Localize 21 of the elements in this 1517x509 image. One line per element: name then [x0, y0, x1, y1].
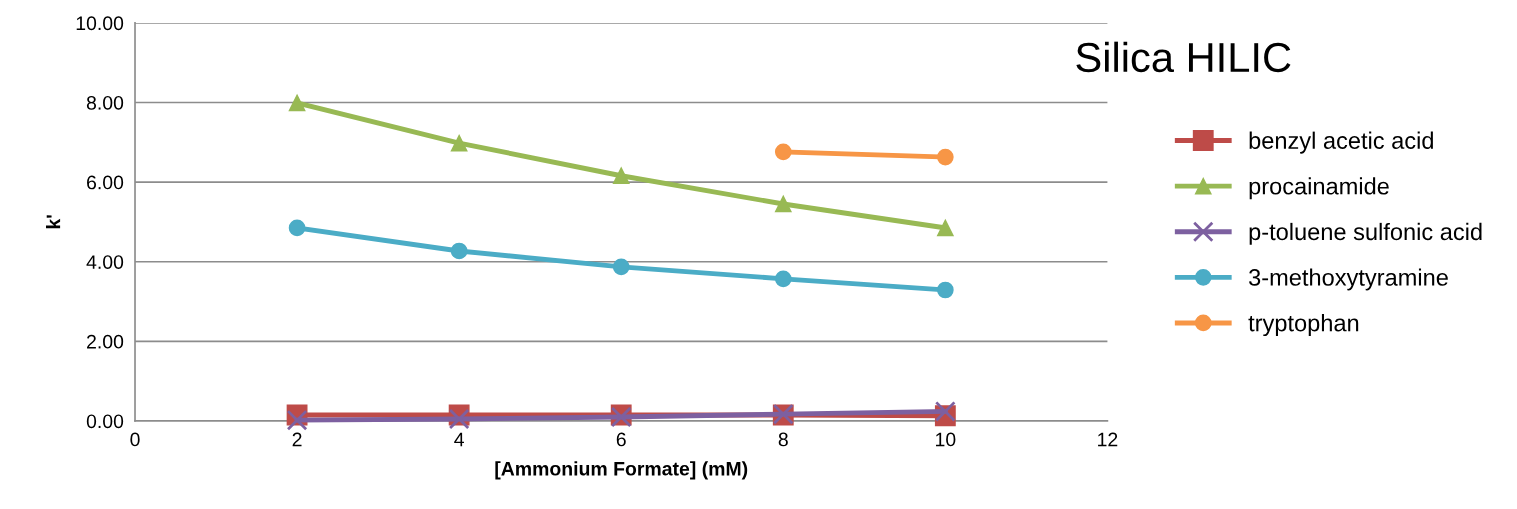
legend-label: procainamide: [1249, 177, 1389, 200]
legend-label: p-toluene sulfonic acid: [1249, 222, 1482, 245]
x-tick-label: 12: [1098, 432, 1118, 447]
legend-label: 3-methoxytyramine: [1249, 268, 1448, 291]
x-tick-label: 0: [130, 432, 140, 447]
y-tick-label: 8.00: [86, 95, 124, 110]
x-tick-label: 6: [616, 432, 626, 447]
x-tick-label: 2: [292, 432, 302, 447]
legend-label: tryptophan: [1248, 314, 1359, 337]
legend-label: benzyl acetic acid: [1249, 131, 1433, 154]
chart-title: Silica HILIC: [1076, 41, 1291, 73]
y-tick-label: 10.00: [76, 16, 124, 31]
y-tick-label: 4.00: [86, 255, 124, 269]
y-axis-title: k': [46, 215, 61, 229]
x-axis-title: [Ammonium Formate] (mM): [495, 461, 748, 480]
x-tick-label: 8: [778, 432, 788, 447]
x-tick-label: 10: [936, 432, 956, 447]
y-tick-label: 6.00: [87, 175, 124, 190]
x-tick-label: 4: [454, 432, 464, 447]
y-tick-label: 2.00: [87, 334, 124, 349]
y-tick-label: 0.00: [86, 414, 124, 429]
